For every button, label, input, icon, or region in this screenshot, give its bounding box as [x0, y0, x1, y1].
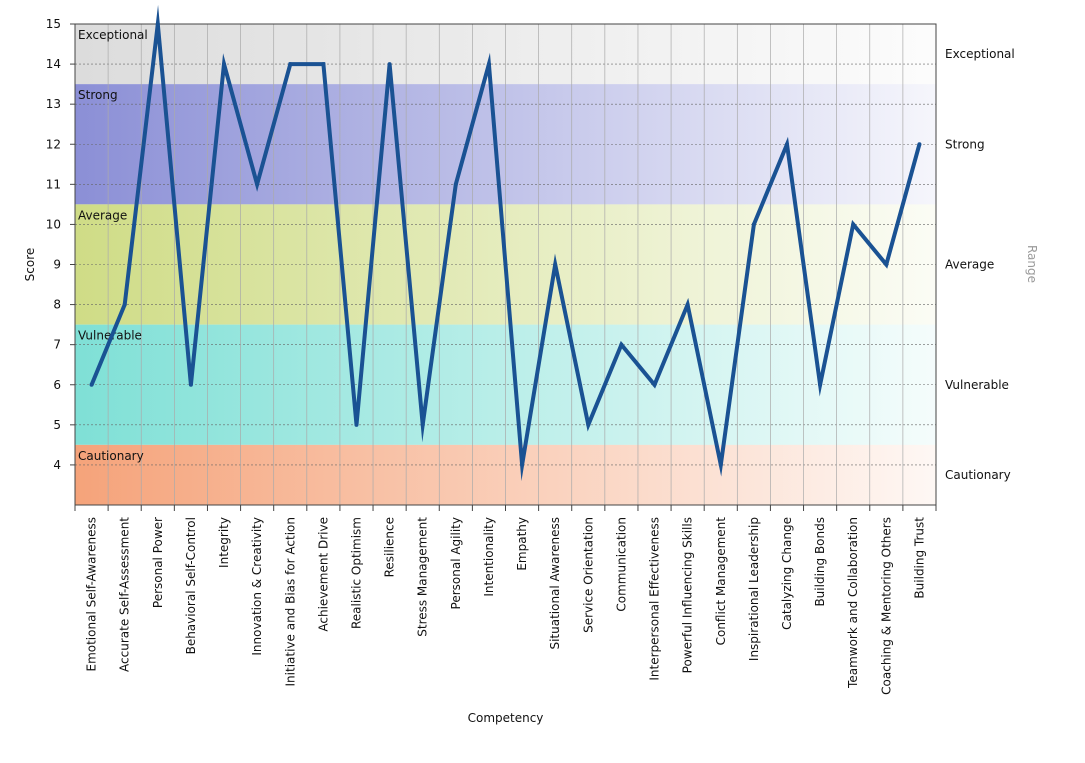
- data-point-interpersonal-effectiveness: [652, 382, 657, 387]
- range-label-cautionary: Cautionary: [945, 468, 1011, 482]
- data-point-catalyzing-change: [784, 142, 789, 147]
- y-tick-label: 5: [53, 418, 61, 432]
- data-point-building-bonds: [818, 382, 823, 387]
- x-tick-label-conflict-management: Conflict Management: [714, 517, 728, 646]
- y-tick-label: 7: [53, 338, 61, 352]
- x-tick-label-innovation-creativity: Innovation & Creativity: [250, 517, 264, 656]
- data-point-service-orientation: [586, 422, 591, 427]
- x-tick-label-interpersonal-effectiveness: Interpersonal Effectiveness: [648, 517, 662, 681]
- x-tick-label-intentionality: Intentionality: [482, 517, 496, 597]
- y-tick-label: 13: [46, 97, 61, 111]
- x-tick-label-personal-agility: Personal Agility: [449, 517, 463, 609]
- y-tick-label: 14: [46, 57, 61, 71]
- data-point-resilience: [387, 62, 392, 67]
- range-axis-labels: Exceptional Strong Average Vulnerable Cautio…: [945, 47, 1015, 482]
- x-tick-label-powerful-influencing-skills: Powerful Influencing Skills: [681, 517, 695, 673]
- data-point-realistic-optimism: [354, 422, 359, 427]
- x-tick-label-realistic-optimism: Realistic Optimism: [349, 517, 363, 629]
- x-tick-label-building-trust: Building Trust: [912, 517, 926, 599]
- data-point-situational-awareness: [553, 262, 558, 267]
- series-line: [89, 4, 922, 482]
- data-point-achievement-drive: [321, 62, 326, 67]
- y-tick-label: 10: [46, 217, 61, 231]
- y-tick-label: 6: [53, 378, 61, 392]
- data-point-behavioral-self-control: [188, 382, 193, 387]
- y-tick-label: 4: [53, 458, 61, 472]
- x-tick-label-achievement-drive: Achievement Drive: [316, 517, 330, 632]
- data-point-inspirational-leadership: [751, 222, 756, 227]
- x-axis-ticks: Emotional Self-Awareness Accurate Self-As…: [74, 505, 937, 695]
- range-axis-title: Range: [1025, 245, 1039, 283]
- data-point-accurate-self-assessment: [122, 302, 127, 307]
- x-tick-label-service-orientation: Service Orientation: [581, 517, 595, 633]
- x-tick-label-resilience: Resilience: [383, 517, 397, 577]
- x-tick-label-communication: Communication: [614, 517, 628, 612]
- y-tick-label: 12: [46, 137, 61, 151]
- range-label-average: Average: [945, 258, 994, 272]
- band-label-cautionary: Cautionary: [78, 449, 144, 463]
- score-line: [89, 4, 922, 482]
- x-tick-label-integrity: Integrity: [217, 517, 231, 568]
- y-axis-title: Score: [23, 248, 37, 282]
- x-tick-label-initiative-and-bias-for-action: Initiative and Bias for Action: [283, 517, 297, 686]
- data-point-emotional-self-awareness: [89, 382, 94, 387]
- band-label-exceptional: Exceptional: [78, 28, 148, 42]
- x-tick-label-building-bonds: Building Bonds: [813, 517, 827, 607]
- x-tick-label-coaching-mentoring-others: Coaching & Mentoring Others: [879, 517, 893, 695]
- x-tick-label-empathy: Empathy: [515, 517, 529, 571]
- data-point-building-trust: [917, 142, 922, 147]
- range-label-exceptional: Exceptional: [945, 47, 1015, 61]
- x-tick-label-catalyzing-change: Catalyzing Change: [780, 517, 794, 630]
- data-point-intentionality: [486, 62, 491, 67]
- x-tick-label-behavioral-self-control: Behavioral Self-Control: [184, 517, 198, 654]
- y-tick-label: 11: [46, 177, 61, 191]
- x-tick-label-accurate-self-assessment: Accurate Self-Assessment: [118, 517, 132, 672]
- x-tick-label-stress-management: Stress Management: [416, 517, 430, 637]
- data-point-powerful-influencing-skills: [685, 302, 690, 307]
- x-tick-label-teamwork-and-collaboration: Teamwork and Collaboration: [846, 517, 860, 689]
- data-point-teamwork-and-collaboration: [851, 222, 856, 227]
- x-tick-label-situational-awareness: Situational Awareness: [548, 517, 562, 650]
- data-point-stress-management: [420, 422, 425, 427]
- y-tick-label: 8: [53, 298, 61, 312]
- y-axis-ticks: 4 5 6 7 8 9 10 11 12 13 14 15: [46, 17, 75, 472]
- range-label-vulnerable: Vulnerable: [945, 378, 1009, 392]
- y-tick-label: 9: [53, 258, 61, 272]
- data-point-personal-agility: [453, 182, 458, 187]
- x-tick-label-inspirational-leadership: Inspirational Leadership: [747, 517, 761, 661]
- data-point-integrity: [222, 62, 227, 67]
- data-point-coaching-mentoring-others: [884, 262, 889, 267]
- x-tick-label-emotional-self-awareness: Emotional Self-Awareness: [85, 517, 99, 672]
- data-point-personal-power: [155, 22, 160, 26]
- data-point-conflict-management: [718, 462, 723, 467]
- data-point-initiative-and-bias-for-action: [288, 62, 293, 67]
- data-point-innovation-creativity: [255, 182, 260, 187]
- y-tick-label: 15: [46, 17, 61, 31]
- x-tick-label-personal-power: Personal Power: [151, 517, 165, 608]
- band-label-strong: Strong: [78, 88, 118, 102]
- x-axis-title: Competency: [468, 711, 544, 725]
- data-point-communication: [619, 342, 624, 347]
- range-label-strong: Strong: [945, 137, 985, 151]
- data-point-empathy: [520, 462, 525, 467]
- band-label-average: Average: [78, 208, 127, 222]
